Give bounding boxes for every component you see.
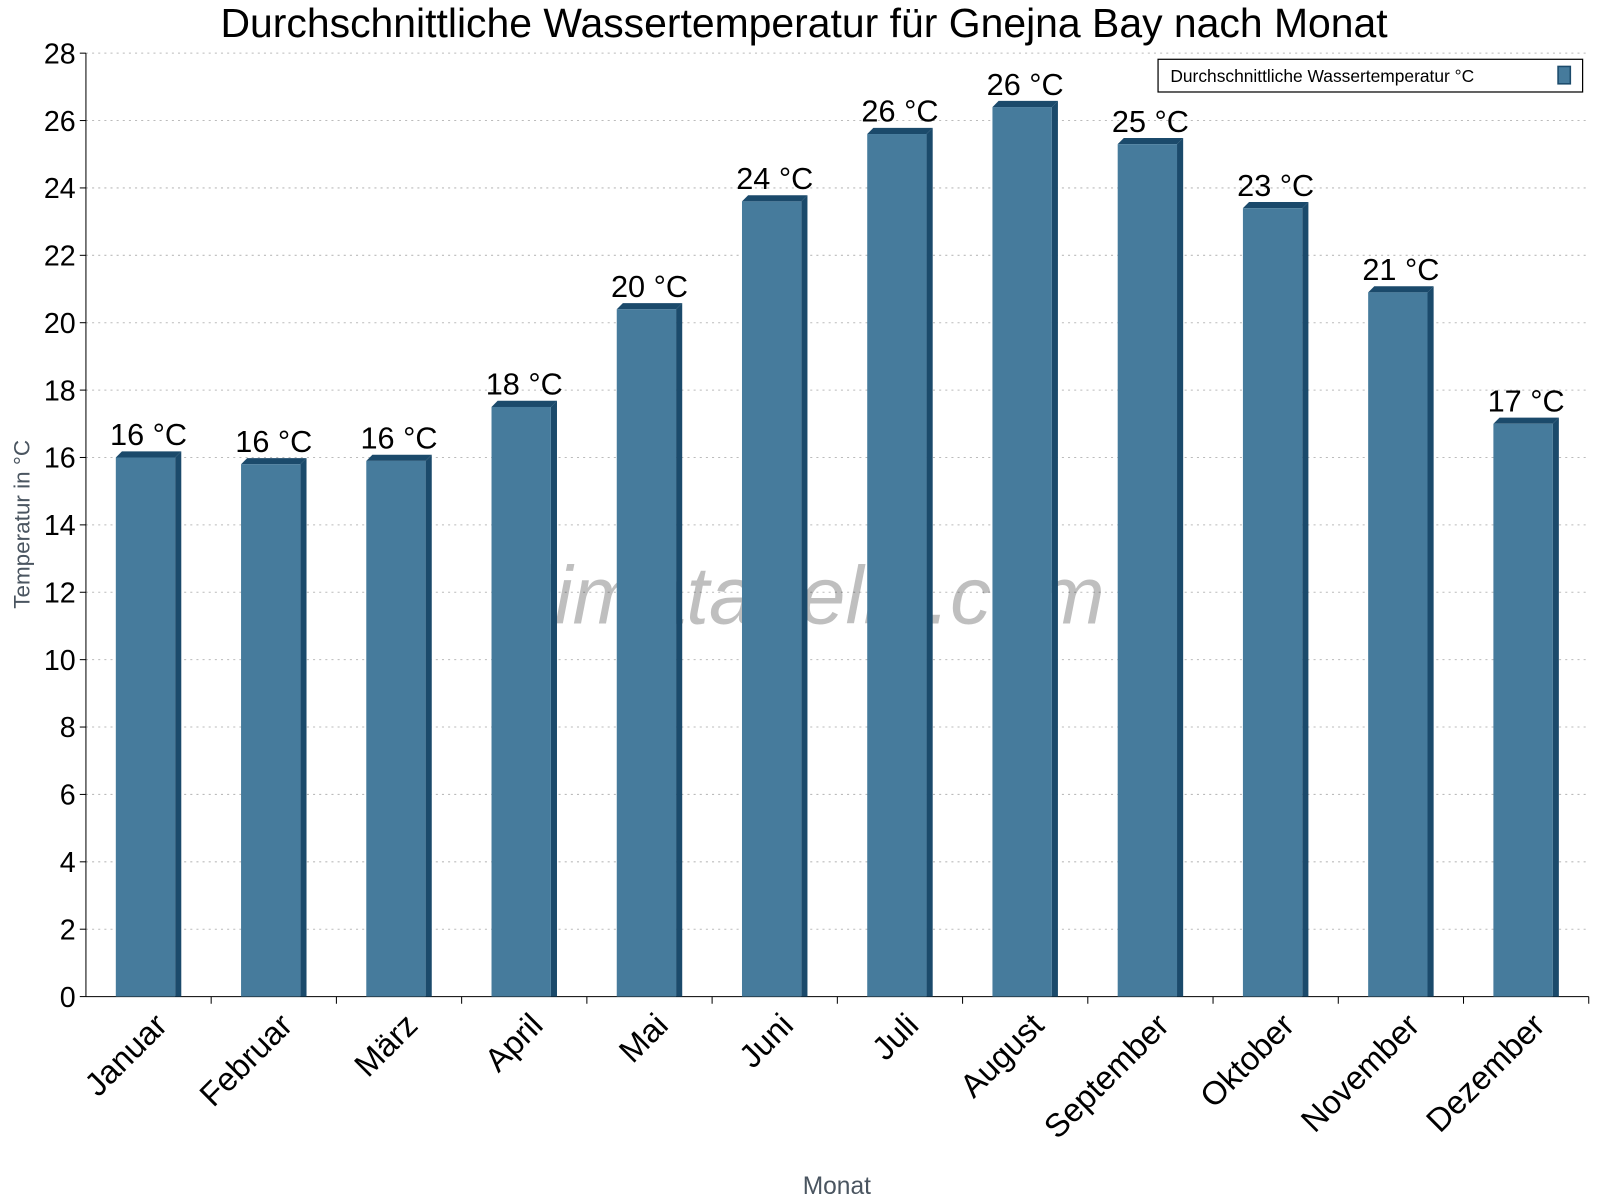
bar-side	[1427, 286, 1434, 997]
bar	[1368, 292, 1428, 997]
y-tick-label: 28	[44, 38, 76, 70]
y-tick-label: 12	[44, 577, 76, 609]
bar	[115, 457, 176, 997]
x-axis-label: Monat	[803, 1173, 871, 1200]
y-tick-label: 18	[44, 375, 76, 407]
y-tick-label: 2	[60, 914, 76, 946]
x-tick-label: September	[1036, 1006, 1175, 1145]
legend-swatch	[1557, 65, 1572, 85]
bar	[1117, 144, 1178, 997]
bar-top	[366, 454, 432, 461]
data-label: 16 °C	[235, 425, 312, 459]
legend: Durchschnittliche Wassertemperatur °C	[1157, 58, 1584, 93]
bar-top	[241, 458, 307, 465]
y-tick-label: 26	[44, 106, 76, 138]
bar	[366, 460, 426, 997]
bar-top	[1368, 286, 1434, 293]
y-tick-label: 6	[60, 780, 76, 812]
y-tick-label: 14	[44, 510, 76, 542]
data-label: 26 °C	[861, 95, 938, 129]
bar	[616, 309, 677, 997]
x-tick-label: August	[952, 1006, 1050, 1104]
data-label: 17 °C	[1488, 385, 1565, 419]
data-label: 16 °C	[110, 418, 187, 452]
bar	[241, 464, 301, 997]
data-label: 16 °C	[360, 422, 437, 456]
bar-top	[491, 400, 557, 407]
bar-top	[992, 100, 1058, 108]
data-label: 20 °C	[611, 270, 688, 304]
bar-side	[1302, 202, 1309, 997]
bar	[1242, 208, 1303, 997]
gridlines	[85, 52, 1589, 930]
x-axis: Januar Februar März April Mai Juni Juli AugustS…	[77, 996, 1590, 1145]
bar	[992, 107, 1052, 997]
bar-top	[1242, 202, 1309, 209]
y-tick-label: 20	[44, 308, 76, 340]
y-axis-label: Temperatur in °C	[10, 440, 35, 609]
bar-side	[801, 195, 808, 997]
bar-side	[550, 400, 557, 997]
data-label: 25 °C	[1112, 105, 1189, 139]
x-tick-label: April	[477, 1006, 549, 1078]
x-tick-label: November	[1293, 1006, 1426, 1139]
bar-top	[1117, 137, 1184, 145]
bar-top	[115, 451, 182, 458]
x-tick-label: Juli	[864, 1006, 925, 1067]
bar-side	[676, 303, 683, 997]
bar	[867, 134, 927, 997]
x-tick-label: Februar	[192, 1006, 299, 1113]
y-tick-label: 4	[60, 847, 76, 879]
x-tick-label: Juni	[731, 1006, 800, 1075]
bar-side	[300, 458, 307, 997]
x-tick-label: Oktober	[1193, 1006, 1302, 1114]
legend-label: Durchschnittliche Wassertemperatur °C	[1170, 66, 1474, 86]
y-tick-label: 0	[60, 982, 76, 1014]
bar-side	[175, 451, 182, 997]
bar-top	[867, 127, 933, 135]
x-tick-label: Januar	[77, 1006, 174, 1103]
data-label: 23 °C	[1237, 169, 1314, 203]
chart-title: Durchschnittliche Wassertemperatur für G…	[221, 0, 1389, 46]
y-tick-label: 16	[44, 443, 76, 475]
bar-top	[741, 195, 808, 202]
data-labels: 16 °C 16 °C 16 °C 18 °C 20 °C 24 °C 26 °C 26 °C…	[110, 68, 1565, 459]
bar-side	[1552, 417, 1559, 997]
data-label: 24 °C	[736, 162, 813, 196]
x-tick-label: März	[347, 1006, 425, 1084]
data-label: 18 °C	[486, 368, 563, 402]
bars	[115, 100, 1559, 997]
bar-top	[616, 303, 683, 310]
bar	[1493, 423, 1553, 997]
data-label: 26 °C	[987, 68, 1064, 102]
bar-side	[1177, 137, 1184, 997]
y-tick-label: 10	[44, 645, 76, 677]
data-label: 21 °C	[1362, 253, 1439, 287]
bar	[491, 406, 551, 997]
x-tick-label: Dezember	[1419, 1006, 1552, 1139]
y-tick-label: 24	[44, 173, 76, 205]
bar-side	[926, 127, 933, 997]
bar-side	[425, 454, 432, 997]
y-tick-label: 8	[60, 712, 76, 744]
bar-top	[1493, 417, 1559, 424]
bar	[741, 201, 802, 997]
x-tick-label: Mai	[611, 1006, 674, 1069]
y-tick-label: 22	[44, 241, 76, 273]
bar-side	[1051, 100, 1058, 997]
